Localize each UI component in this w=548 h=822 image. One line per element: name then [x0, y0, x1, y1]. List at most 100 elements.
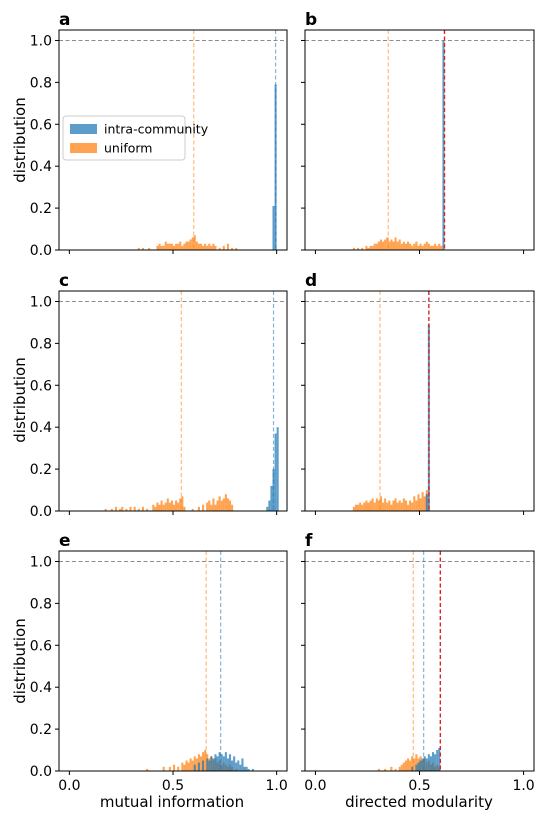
uniform-bar: [191, 760, 194, 771]
uniform-bar: [231, 504, 234, 511]
uniform-bar: [371, 498, 374, 511]
intra-bar: [425, 494, 428, 511]
uniform-bar: [156, 245, 159, 250]
uniform-bar: [396, 502, 399, 511]
uniform-bar: [173, 504, 176, 511]
uniform-bar: [222, 498, 225, 511]
uniform-bar: [411, 502, 414, 511]
panel-b: b: [301, 10, 535, 254]
uniform-bar: [363, 502, 366, 511]
uniform-bar: [429, 245, 432, 250]
uniform-bar: [367, 247, 370, 250]
uniform-bar: [152, 504, 155, 511]
uniform-bar: [183, 243, 186, 250]
intra-bar: [276, 427, 279, 511]
uniform-bar: [114, 506, 118, 511]
intra-bar: [222, 756, 225, 771]
ylabel-row-3: distribution: [11, 618, 29, 703]
intra-bar: [212, 758, 215, 771]
uniform-bar: [404, 500, 408, 511]
uniform-bar: [388, 500, 391, 511]
uniform-bar: [407, 241, 410, 250]
xlabel-right: directed modularity: [345, 793, 493, 811]
uniform-bar: [162, 245, 165, 250]
uniform-bar: [400, 243, 403, 250]
uniform-bar: [195, 241, 198, 250]
uniform-bar: [162, 766, 165, 771]
uniform-bar: [371, 245, 374, 250]
intra-bar: [206, 758, 209, 771]
axes-frame: [304, 290, 535, 512]
uniform-bar: [175, 243, 178, 250]
uniform-bar: [373, 502, 376, 511]
uniform-bar: [222, 245, 225, 250]
uniform-bar: [440, 245, 443, 250]
uniform-bar: [164, 241, 167, 250]
uniform-bar: [369, 245, 372, 250]
intra-bar: [208, 760, 211, 771]
uniform-bar: [377, 768, 380, 771]
uniform-bar: [415, 500, 418, 511]
uniform-bar: [365, 500, 368, 511]
intra-bar: [272, 469, 275, 511]
legend: intra-community uniform: [62, 115, 209, 161]
uniform-bar: [218, 496, 221, 511]
uniform-bar: [220, 500, 223, 511]
uniform-bar: [423, 496, 426, 511]
uniform-bar: [197, 506, 200, 511]
uniform-bar: [175, 500, 178, 511]
uniform-bar: [394, 498, 397, 511]
uniform-bar: [400, 502, 403, 511]
uniform-bar: [409, 243, 412, 250]
intra-bar: [210, 756, 213, 771]
uniform-bar: [168, 766, 171, 771]
legend-label-uniform: uniform: [104, 141, 152, 156]
uniform-bar: [375, 498, 378, 511]
uniform-bar: [160, 245, 163, 250]
intra-bar: [411, 766, 414, 771]
uniform-bar: [438, 243, 441, 250]
uniform-bar: [417, 245, 420, 250]
panel-label-d: d: [305, 271, 317, 291]
uniform-bar: [413, 758, 416, 771]
uniform-bar: [382, 241, 385, 250]
uniform-bar: [158, 243, 161, 250]
x-tick-label: 0.0: [58, 778, 80, 794]
intra-bar: [268, 500, 271, 511]
uniform-bar: [154, 506, 157, 511]
uniform-bar: [170, 500, 173, 511]
axes-frame: [58, 550, 288, 772]
uniform-bar: [390, 766, 393, 771]
y-tick-label: 1.0: [30, 554, 52, 570]
uniform-bar: [421, 245, 424, 250]
uniform-bar: [400, 764, 403, 771]
uniform-bar: [189, 239, 192, 250]
uniform-bar: [137, 247, 140, 250]
intra-bar: [218, 752, 221, 771]
uniform-bar: [413, 243, 416, 250]
uniform-bar: [164, 502, 167, 511]
legend-label-intra: intra-community: [104, 122, 209, 137]
uniform-bar: [427, 243, 430, 250]
uniform-bar: [228, 500, 232, 511]
uniform-bar: [224, 494, 227, 511]
uniform-bar: [419, 498, 422, 511]
uniform-bar: [168, 502, 171, 511]
legend-swatch-intra: [70, 124, 97, 134]
uniform-bar: [386, 502, 389, 511]
panel-label-c: c: [59, 271, 69, 291]
uniform-bar: [185, 241, 188, 250]
intra-bar: [241, 758, 244, 771]
uniform-bar: [415, 241, 418, 250]
y-tick-label: 1.0: [30, 33, 52, 49]
intra-bar: [431, 752, 435, 771]
uniform-bar: [394, 237, 397, 250]
uniform-bar: [179, 241, 182, 250]
uniform-bar: [137, 508, 140, 511]
uniform-bar: [181, 496, 184, 511]
intra-bar: [214, 754, 217, 771]
uniform-bar: [191, 508, 194, 511]
uniform-bar: [407, 758, 410, 771]
uniform-bar: [177, 766, 180, 771]
intra-bar: [216, 756, 219, 771]
